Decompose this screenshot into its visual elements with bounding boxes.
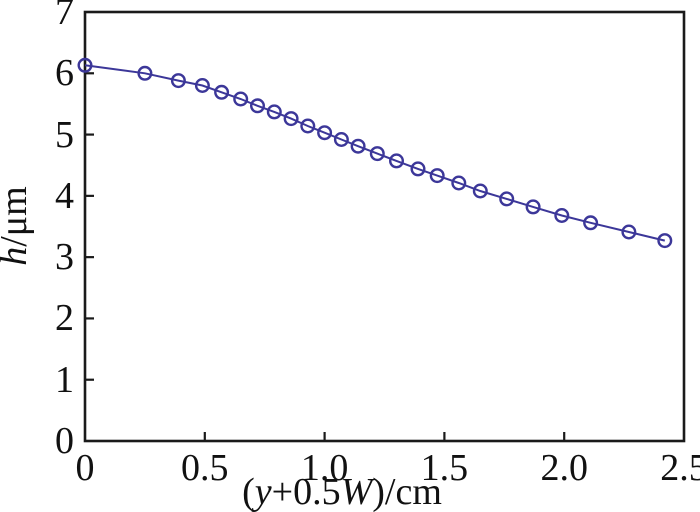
x-tick-label: 0.5 (181, 447, 229, 489)
x-tick-label: 0 (75, 447, 95, 489)
data-point-marker (621, 224, 637, 240)
data-point-marker (214, 84, 230, 100)
y-tick-label: 1 (55, 358, 74, 401)
data-point-marker (525, 199, 541, 215)
data-point-marker (317, 125, 333, 141)
data-point-marker (369, 146, 385, 162)
y-tick-label: 0 (55, 420, 74, 462)
data-point-marker (410, 161, 426, 177)
data-point-marker (554, 207, 570, 223)
data-point-marker (194, 77, 210, 93)
data-point-marker (233, 91, 249, 107)
data-point-marker (451, 175, 467, 191)
y-tick-label: 4 (55, 174, 74, 217)
plot-area (77, 10, 686, 443)
data-point-marker (350, 138, 366, 154)
data-point-marker (583, 215, 599, 231)
x-tick-label: 2.0 (540, 447, 588, 489)
data-point-marker (429, 168, 445, 184)
data-point-marker (300, 118, 316, 134)
plot-frame (83, 10, 686, 443)
data-point-marker (283, 111, 299, 127)
data-point-marker (499, 191, 515, 207)
data-point-marker (77, 57, 93, 73)
x-tick-label: 1.0 (300, 447, 349, 489)
data-point-marker (472, 183, 488, 199)
data-point-marker (333, 131, 349, 147)
y-tick-label: 7 (55, 0, 74, 33)
y-tick-label: 3 (55, 236, 74, 279)
data-point-marker (170, 73, 186, 89)
y-tick-label: 6 (55, 52, 74, 95)
data-point-marker (657, 233, 673, 249)
data-point-marker (266, 104, 282, 120)
data-point-marker (389, 153, 405, 169)
x-axis-label: (y+0.5W)/cm (242, 471, 442, 512)
x-tick-label: 1.5 (420, 447, 469, 489)
data-series-line (84, 64, 666, 242)
y-axis-label: h/μm (0, 186, 35, 266)
x-tick-label: 2.5 (660, 447, 700, 489)
y-tick-label: 2 (55, 297, 74, 340)
data-point-marker (249, 98, 265, 114)
y-tick-label: 5 (55, 113, 74, 156)
data-point-marker (137, 65, 153, 81)
